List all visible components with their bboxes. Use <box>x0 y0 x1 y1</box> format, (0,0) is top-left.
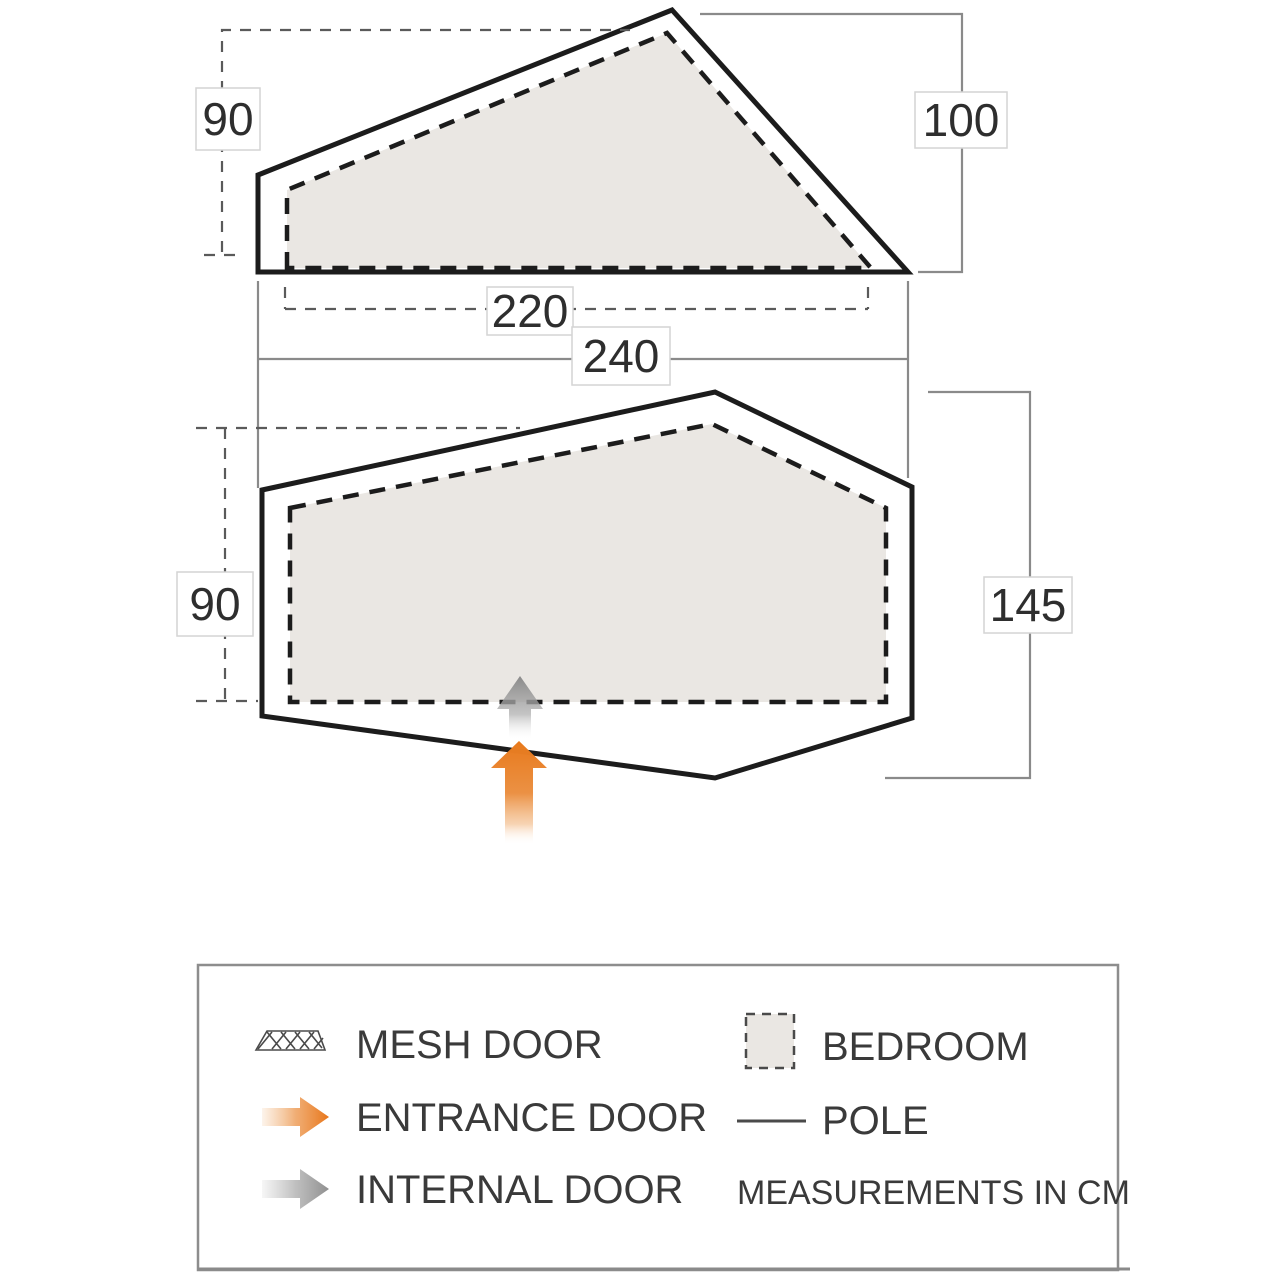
legend-label: POLE <box>822 1099 929 1143</box>
internal-door-arrow <box>497 676 543 740</box>
dimension-value: 220 <box>492 285 569 337</box>
legend-item-entrance-door: ENTRANCE DOOR <box>262 1096 707 1140</box>
dimension-label-box <box>571 326 671 386</box>
legend-item-mesh-door: MESH DOOR <box>254 1023 603 1067</box>
dimension-label-box <box>486 286 574 336</box>
legend-box <box>196 963 1120 1272</box>
legend-item-pole: POLE <box>737 1099 929 1143</box>
dimension-value: 100 <box>923 94 1000 146</box>
bedroom-floor-area <box>287 421 889 705</box>
dimension-label-box <box>176 571 254 637</box>
dimension-value: 240 <box>583 330 660 382</box>
dimension-line <box>220 28 630 252</box>
dimension-value: 90 <box>189 578 240 630</box>
dimension-side-outer-length: 240 <box>256 281 910 488</box>
dimension-label-box <box>914 91 1008 149</box>
dimension-floor-inner-width: 90 <box>176 426 520 703</box>
bedroom-icon <box>744 1012 796 1070</box>
bedroom-side-area <box>284 30 876 271</box>
dimension-label-box <box>195 87 261 151</box>
legend-item-internal-door: INTERNAL DOOR <box>262 1168 683 1212</box>
legend-label: MESH DOOR <box>356 1023 603 1067</box>
measurements-note: MEASUREMENTS IN CM <box>737 1174 1130 1212</box>
dimension-value: 90 <box>202 93 253 145</box>
dimension-side-inner-height: 90 <box>195 28 630 257</box>
dimension-side-inner-length: 220 <box>283 285 870 337</box>
entrance-door-arrow <box>491 741 547 845</box>
legend-label: ENTRANCE DOOR <box>356 1096 707 1140</box>
legend: MESH DOOR ENTRANCE DOOR INTERNAL DOOR BE… <box>196 963 1130 1272</box>
entrance-door-icon <box>262 1097 329 1137</box>
dimension-side-peak-height: 100 <box>700 12 1008 274</box>
dimension-floor-depth: 145 <box>885 390 1073 780</box>
legend-label: BEDROOM <box>822 1025 1029 1069</box>
dimension-label-box <box>983 576 1073 634</box>
legend-label: INTERNAL DOOR <box>356 1168 683 1212</box>
side-view-diagram: 90 100 220 240 <box>195 7 1008 488</box>
legend-item-bedroom: BEDROOM <box>744 1012 1029 1070</box>
internal-door-icon <box>262 1169 329 1209</box>
floor-plan-diagram: 90 145 <box>176 389 1073 845</box>
mesh-door-icon <box>254 1030 327 1051</box>
dimension-value: 145 <box>990 579 1067 631</box>
